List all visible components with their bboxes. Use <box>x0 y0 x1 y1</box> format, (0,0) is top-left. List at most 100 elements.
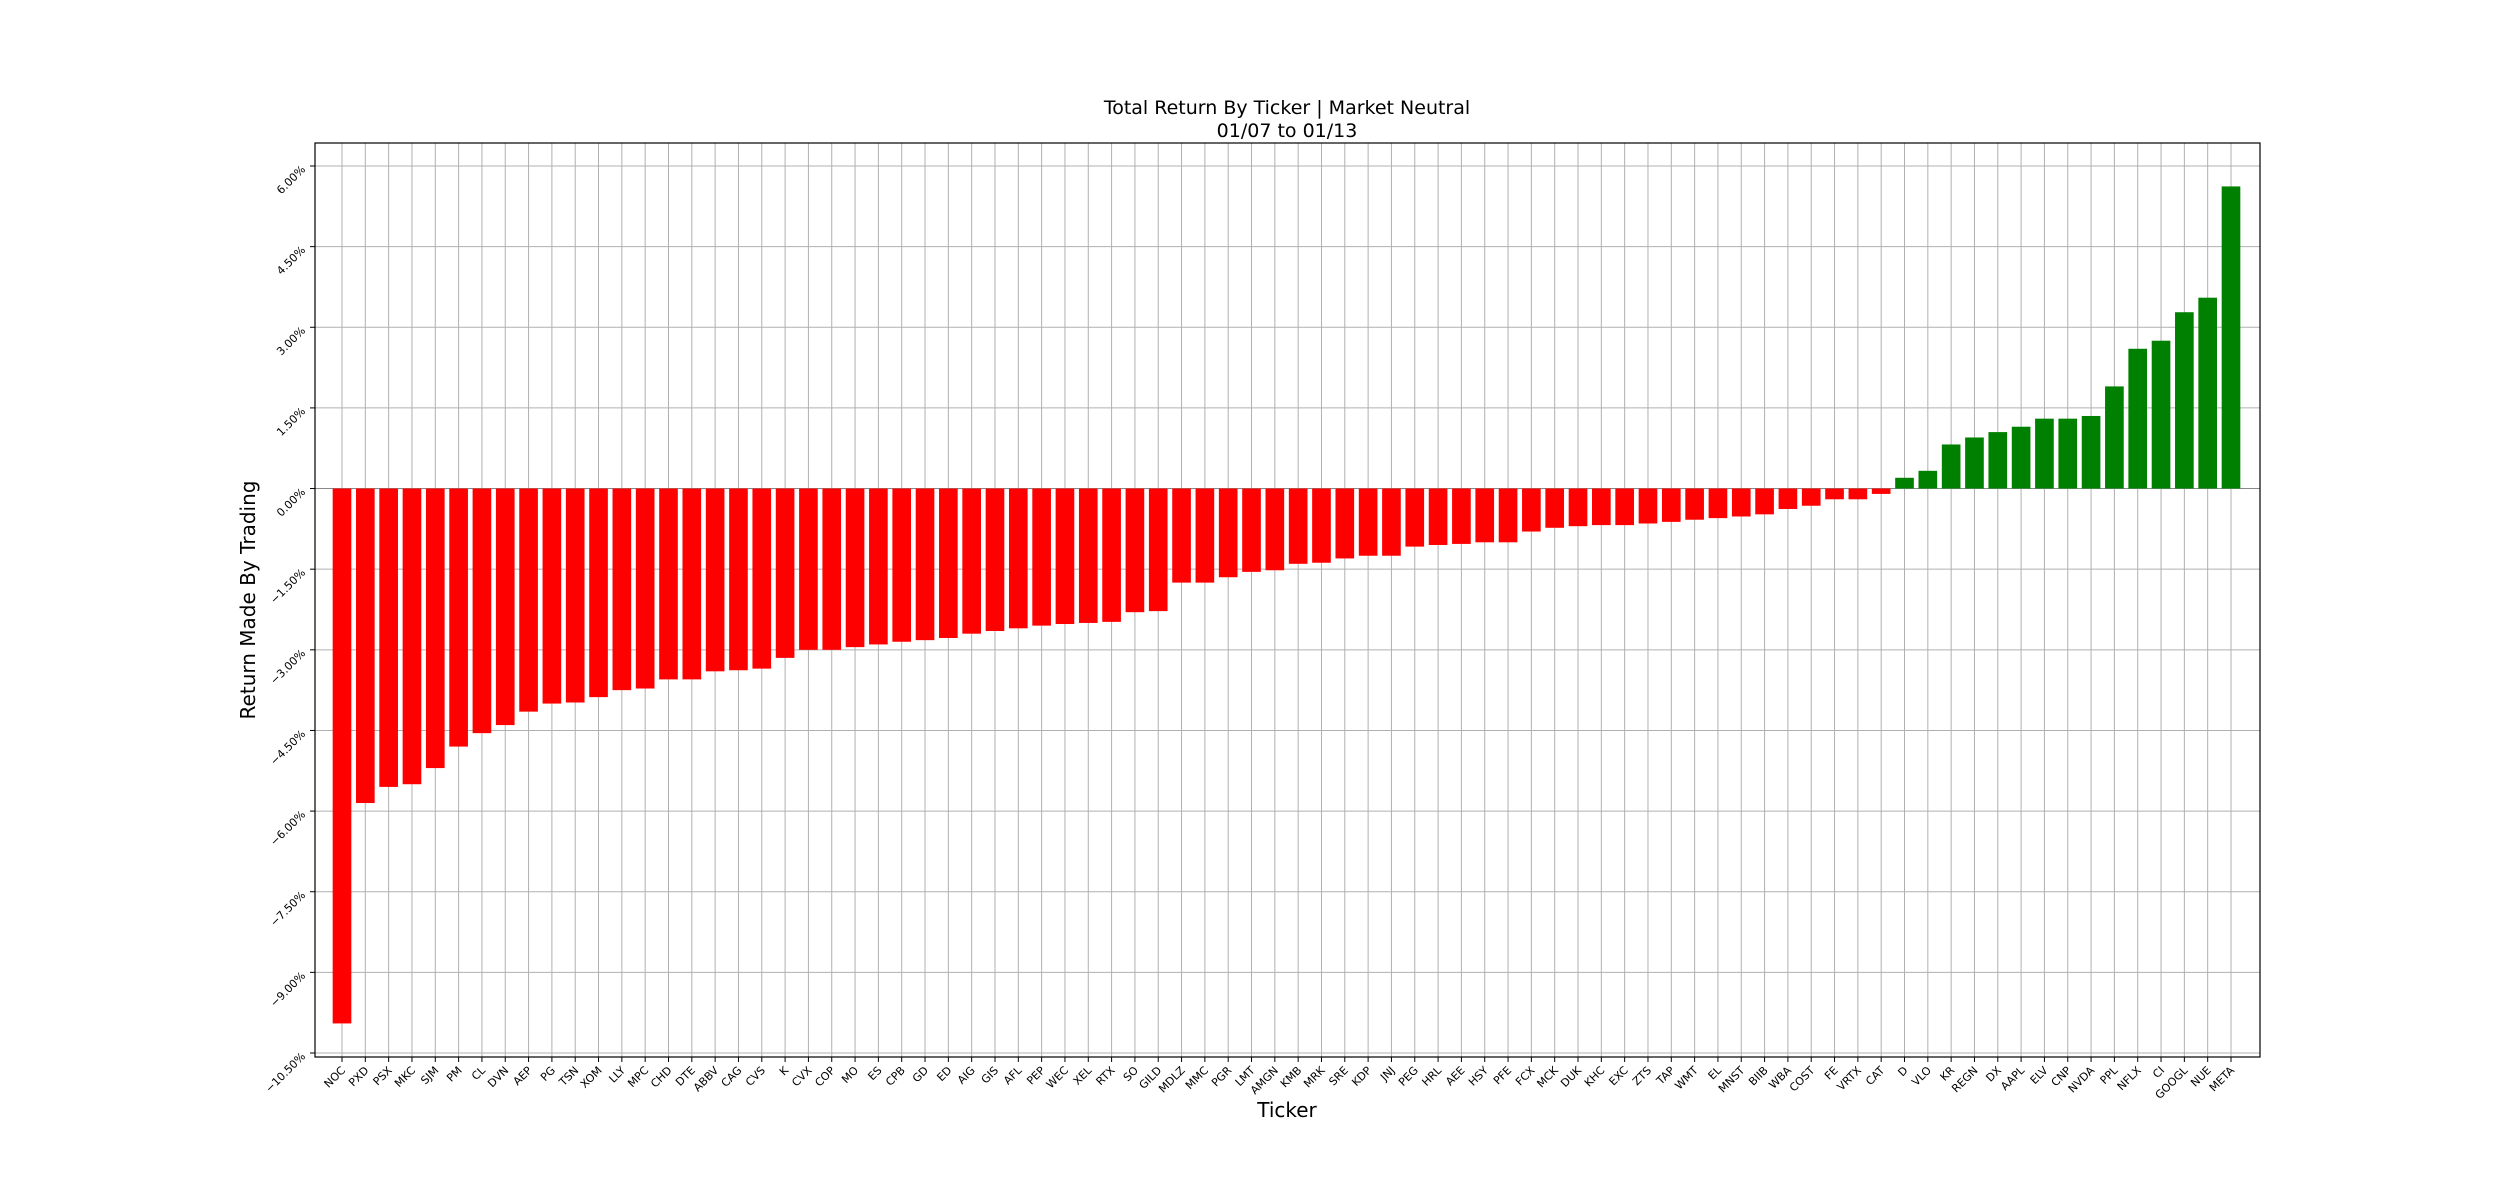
bar-cat <box>1871 488 1891 494</box>
x-tick-label: CPB <box>883 1064 908 1089</box>
bars <box>332 186 2241 1024</box>
x-tick-label: KDP <box>1349 1064 1374 1089</box>
y-axis-label: Return Made By Trading <box>236 481 260 720</box>
plot-frame <box>314 142 2261 1058</box>
bar-dvn <box>495 488 515 726</box>
x-tick-label: REGN <box>1949 1064 1980 1095</box>
bar-pep <box>1032 488 1051 626</box>
bar-vlo <box>1918 470 1938 489</box>
bar-pgr <box>1218 488 1238 578</box>
x-tick-label: SJM <box>418 1064 441 1087</box>
bar-duk <box>1568 488 1588 527</box>
y-axis-ticks: −10.50% −9.00% −7.50% −6.00% −4.50% −3.00% −1.… <box>263 163 315 1095</box>
x-tick-label: TSN <box>556 1064 581 1089</box>
bar-mck <box>1545 488 1565 528</box>
x-tick-label: XOM <box>578 1064 605 1091</box>
bar-kr <box>1941 444 1961 489</box>
bar-googl <box>2175 312 2194 489</box>
x-tick-label: AEP <box>511 1064 535 1088</box>
bar-gd <box>915 488 935 641</box>
bar-tsn <box>565 488 585 703</box>
x-tick-label: WMT <box>1672 1064 1701 1093</box>
bar-aig <box>962 488 981 634</box>
bar-mpc <box>635 488 655 689</box>
bar-amgn <box>1265 488 1285 571</box>
x-tick-label: CAT <box>1863 1064 1887 1088</box>
x-tick-label: ELV <box>2028 1064 2051 1087</box>
x-tick-label: JNJ <box>1377 1064 1397 1084</box>
y-tick-label: −7.50% <box>268 889 308 929</box>
x-tick-label: MO <box>839 1064 861 1086</box>
bar-fe <box>1825 488 1844 500</box>
bar-psx <box>379 488 398 787</box>
bar-so <box>1125 488 1145 613</box>
x-tick-label: ABBV <box>691 1064 722 1095</box>
bar-cl <box>472 488 492 734</box>
bar-afl <box>1008 488 1028 629</box>
x-tick-label: AIG <box>955 1064 978 1087</box>
x-tick-label: PXD <box>346 1064 371 1089</box>
bar-mdlz <box>1172 488 1191 583</box>
x-tick-label: NFLX <box>2115 1064 2144 1093</box>
x-axis-label: Ticker <box>1256 1098 1317 1122</box>
x-tick-label: MRK <box>1301 1063 1328 1090</box>
bar-chd <box>659 488 678 680</box>
bar-biib <box>1755 488 1774 515</box>
bar-mmc <box>1195 488 1215 583</box>
bar-dte <box>682 488 702 680</box>
bar-aep <box>519 488 538 712</box>
bar-ppl <box>2105 386 2124 489</box>
bar-cnp <box>2058 418 2078 489</box>
bar-sjm <box>425 488 445 769</box>
bar-aee <box>1452 488 1471 544</box>
bar-aapl <box>2011 426 2031 489</box>
bar-es <box>869 488 888 645</box>
x-tick-label: ES <box>865 1064 884 1083</box>
bar-mo <box>845 488 865 648</box>
x-tick-label: HSY <box>1466 1064 1491 1089</box>
x-tick-label: KMB <box>1278 1064 1304 1090</box>
x-tick-label: MCK <box>1534 1063 1561 1090</box>
bar-mnst <box>1731 488 1751 517</box>
bar-xel <box>1078 488 1098 623</box>
x-tick-label: MMC <box>1183 1064 1211 1092</box>
bar-abbv <box>705 488 725 672</box>
x-tick-label: AFL <box>1001 1063 1025 1087</box>
bar-cag <box>729 488 748 671</box>
bar-mrk <box>1312 488 1331 563</box>
bar-pg <box>542 488 562 704</box>
bar-vrtx <box>1848 488 1868 500</box>
x-tick-label: LLY <box>606 1064 628 1086</box>
bar-kmb <box>1288 488 1308 564</box>
x-tick-label: ZTS <box>1630 1064 1654 1088</box>
chart-subtitle: 01/07 to 01/13 <box>1217 120 1358 142</box>
x-tick-label: XEL <box>1071 1063 1095 1087</box>
x-tick-label: PSX <box>371 1064 395 1088</box>
x-tick-label: GD <box>910 1064 931 1085</box>
bar-lly <box>612 488 632 691</box>
bar-pm <box>449 488 468 747</box>
x-tick-label: NVDA <box>2066 1064 2098 1096</box>
bar-nue <box>2198 297 2218 489</box>
bar-meta <box>2221 186 2241 489</box>
bar-cost <box>1801 488 1821 506</box>
x-tick-label: HRL <box>1419 1063 1444 1088</box>
y-tick-label: 3.00% <box>274 324 308 358</box>
y-tick-label: 0.00% <box>274 485 308 519</box>
bar-regn <box>1965 437 1984 489</box>
bar-gis <box>985 488 1005 632</box>
bar-sre <box>1335 488 1355 559</box>
bar-nvda <box>2081 415 2101 489</box>
bar-noc <box>332 488 352 1024</box>
x-tick-label: PEG <box>1396 1064 1421 1089</box>
bar-elv <box>2035 418 2054 489</box>
x-tick-label: PFE <box>1491 1064 1514 1087</box>
bar-xom <box>589 488 608 698</box>
bar-hrl <box>1428 488 1448 545</box>
bar-dx <box>1988 432 2008 489</box>
bar-cvs <box>752 488 772 669</box>
y-tick-label: −6.00% <box>268 808 308 848</box>
x-tick-label: KHC <box>1582 1064 1608 1090</box>
